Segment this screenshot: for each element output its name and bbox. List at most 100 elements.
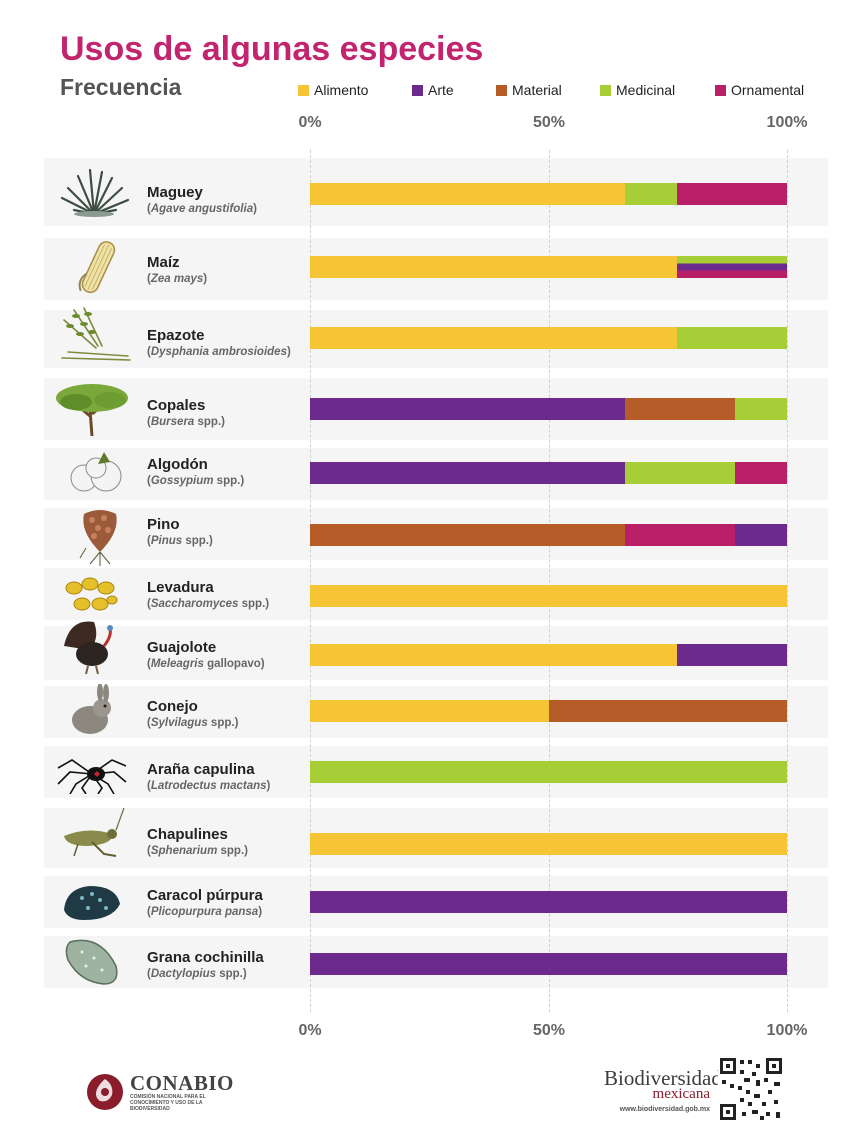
bar-row (310, 761, 787, 783)
agave-icon (60, 168, 130, 217)
legend-label: Medicinal (616, 82, 676, 98)
scientific-genus: Meleagris (150, 658, 204, 670)
cactus-pad-icon (65, 939, 118, 985)
bar-segment-alimento (310, 700, 549, 722)
x-tick-label-top: 50% (532, 114, 566, 131)
bar-row (310, 891, 787, 913)
gridline (549, 150, 550, 1012)
species-name: Maíz (147, 254, 180, 271)
qr-code-icon[interactable] (718, 1056, 784, 1122)
species-scientific-name: (Agave angustifolia) (147, 203, 257, 215)
species-scientific-name: (Gossypium spp.) (147, 475, 245, 487)
legend: Alimento Arte Material Medicinal Ornamen… (298, 82, 818, 102)
scientific-genus: Latrodectus mactans (150, 780, 267, 792)
scientific-suffix: spp. (213, 475, 241, 487)
bar-segment-material (624, 398, 735, 420)
legend-label: Alimento (314, 82, 369, 98)
legend-item-alimento: Alimento (298, 82, 368, 98)
scientific-genus: Zea mays (150, 273, 204, 285)
legend-swatch (298, 84, 309, 96)
scientific-genus: Gossypium (150, 475, 214, 487)
scientific-genus: Bursera (150, 416, 195, 428)
scientific-genus: Saccharomyces (150, 598, 239, 610)
species-name: Chapulines (147, 826, 228, 843)
species-name: Epazote (147, 327, 205, 344)
species-scientific-name: (Latrodectus mactans) (147, 780, 271, 792)
cotton-icon (70, 452, 122, 492)
bar-segment-alimento (310, 833, 787, 855)
bar-row (310, 833, 787, 855)
species-scientific-name: (Zea mays) (147, 273, 208, 285)
scientific-suffix: spp. (194, 416, 222, 428)
bar-row (310, 644, 787, 666)
tree-icon (56, 384, 128, 437)
species-scientific-name: (Pinus spp.) (147, 535, 213, 547)
bar-row (310, 585, 787, 607)
page-subtitle: Frecuencia (60, 74, 182, 100)
legend-swatch (715, 84, 726, 96)
bar-row (310, 700, 787, 722)
bar-segment-mixed (677, 256, 787, 278)
bar-segment-arte (677, 644, 787, 666)
biodiversidad-url[interactable]: www.biodiversidad.gob.mx (619, 1106, 710, 1113)
legend-swatch (600, 84, 611, 96)
gridline (310, 150, 311, 1012)
bar-row (310, 524, 787, 546)
bar-segment-material (548, 700, 787, 722)
species-scientific-name: (Sylvilagus spp.) (147, 717, 239, 729)
turkey-icon (64, 621, 113, 675)
pinecone-icon (79, 510, 117, 566)
bar-segment-arte (734, 524, 787, 546)
conabio-logo[interactable]: CONABIO COMISIÓN NACIONAL PARA EL CONOCI… (86, 1072, 240, 1112)
conabio-name: CONABIO (130, 1071, 234, 1095)
herb-icon (61, 307, 131, 361)
grasshopper-icon (64, 807, 125, 857)
species-name: Copales (147, 397, 206, 414)
scientific-genus: Dactylopius (150, 968, 217, 980)
spider-icon (57, 759, 127, 794)
bar-segment-arte (310, 398, 625, 420)
bar-row (310, 398, 787, 420)
legend-item-material: Material (496, 82, 562, 98)
page-title: Usos de algunas especies (60, 30, 484, 68)
legend-label: Material (512, 82, 562, 98)
biodiversidad-logo[interactable]: Biodiversidad mexicana www.biodiversidad… (604, 1066, 722, 1114)
scientific-genus: Pinus (150, 535, 183, 547)
bar-segment-material (310, 524, 625, 546)
bar-row (310, 462, 787, 484)
legend-swatch (496, 84, 507, 96)
scientific-suffix: spp. (207, 717, 235, 729)
bar-segment-alimento (310, 256, 678, 278)
bar-segment-ornamental (624, 524, 735, 546)
conabio-subtitle: COMISIÓN NACIONAL PARA EL CONOCIMIENTO Y… (130, 1094, 206, 1112)
species-scientific-name: (Dysphania ambrosioides) (147, 346, 291, 358)
x-tick-label-top: 100% (766, 114, 808, 131)
species-name: Pino (147, 516, 180, 533)
species-scientific-name: (Bursera spp.) (147, 416, 225, 428)
x-tick-label-bottom: 100% (766, 1022, 808, 1039)
species-scientific-name: (Dactylopius spp.) (147, 968, 247, 980)
species-name: Algodón (147, 456, 208, 473)
bar-segment-arte (310, 891, 787, 913)
bar-segment-ornamental (677, 183, 787, 205)
bar-segment-medicinal (677, 327, 787, 349)
species-name: Araña capulina (147, 761, 255, 778)
scientific-suffix: spp. (182, 535, 209, 547)
bar-segment-medicinal (734, 398, 787, 420)
yeast-icon (65, 577, 118, 611)
scientific-genus: Sphenarium (150, 845, 218, 857)
biodiversidad-wordmark: Biodiversidad (604, 1066, 722, 1090)
scientific-genus: Sylvilagus (150, 717, 208, 729)
bar-row (310, 953, 787, 975)
x-tick-label-bottom: 50% (532, 1022, 566, 1039)
bar-segment-alimento (310, 644, 678, 666)
legend-item-arte: Arte (412, 82, 454, 98)
species-scientific-name: (Saccharomyces spp.) (147, 598, 270, 610)
species-name: Levadura (147, 579, 214, 596)
x-tick-label-top: 0% (298, 114, 322, 131)
scientific-genus: Plicopurpura pansa (150, 906, 259, 918)
species-name: Grana cochinilla (147, 949, 264, 966)
legend-item-ornamental: Ornamental (715, 82, 804, 98)
scientific-suffix: gallopavo (203, 658, 261, 670)
scientific-suffix: spp. (216, 968, 243, 980)
